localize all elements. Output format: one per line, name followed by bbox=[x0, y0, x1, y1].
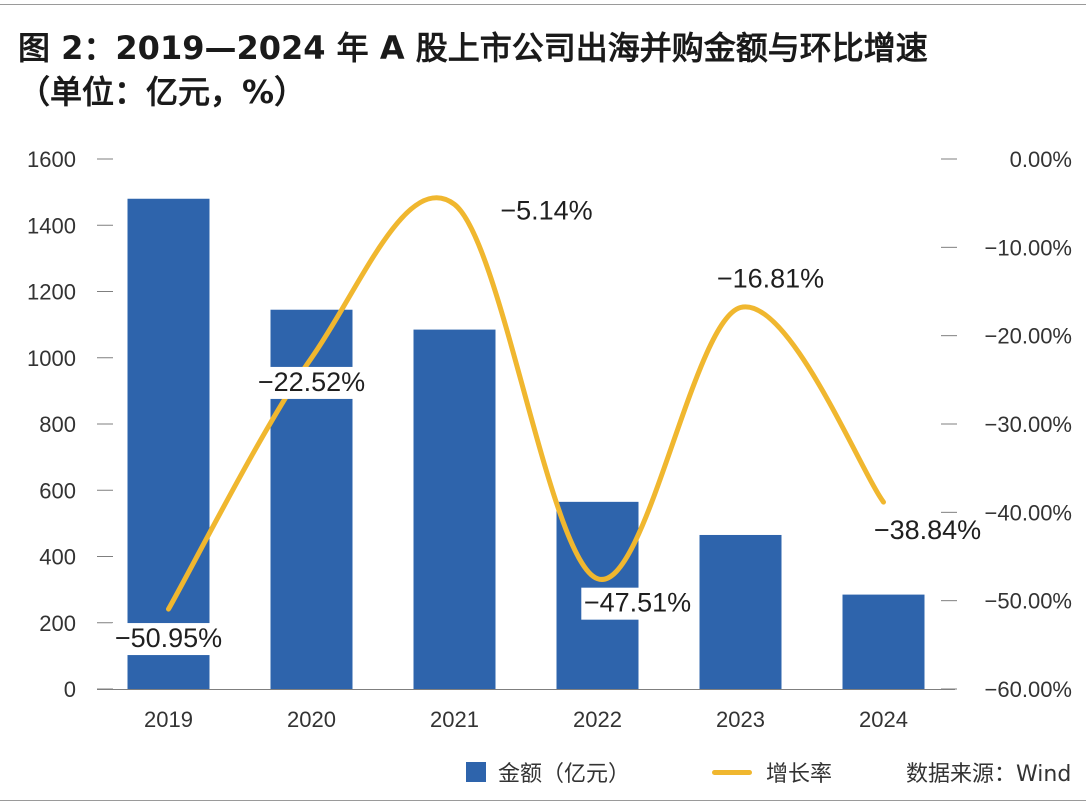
right-axis-tick-label: −50.00% bbox=[985, 589, 1072, 614]
growth-data-label: −22.52% bbox=[258, 367, 365, 397]
left-axis-tick-label: 200 bbox=[39, 611, 76, 636]
top-rule bbox=[0, 4, 1086, 5]
right-axis-tick-label: −10.00% bbox=[985, 235, 1072, 260]
growth-data-label: −47.51% bbox=[584, 588, 691, 618]
bar-2023 bbox=[699, 534, 782, 689]
right-axis-tick-label: −60.00% bbox=[985, 677, 1072, 702]
x-axis-tick-label: 2024 bbox=[859, 707, 908, 732]
legend-bar-item: 金额（亿元） bbox=[466, 754, 630, 790]
x-axis-tick-label: 2021 bbox=[430, 707, 479, 732]
left-axis-tick-label: 400 bbox=[39, 545, 76, 570]
left-axis-tick-label: 1400 bbox=[27, 213, 76, 238]
data-source-text: 数据来源：Wind bbox=[906, 762, 1072, 787]
legend-line-label: 增长率 bbox=[766, 762, 833, 787]
x-axis-tick-label: 2019 bbox=[144, 707, 193, 732]
data-label-background bbox=[581, 587, 694, 620]
growth-data-label: −50.95% bbox=[115, 623, 222, 653]
bar-2019 bbox=[127, 198, 210, 689]
left-axis-tick-label: 600 bbox=[39, 478, 76, 503]
left-axis-tick-label: 0 bbox=[64, 677, 76, 702]
x-axis-tick-label: 2020 bbox=[287, 707, 336, 732]
title-line-2: （单位：亿元，%） bbox=[18, 73, 307, 111]
legend-bar-swatch bbox=[466, 762, 486, 782]
left-axis-tick-label: 1000 bbox=[27, 346, 76, 371]
data-label-background bbox=[112, 623, 225, 656]
right-axis-tick-label: −30.00% bbox=[985, 412, 1072, 437]
x-axis-tick-label: 2022 bbox=[573, 707, 622, 732]
left-axis-tick-label: 1600 bbox=[27, 147, 76, 172]
legend-line-swatch bbox=[712, 769, 752, 775]
data-source: 数据来源：Wind bbox=[906, 754, 1071, 790]
legend-bar-label: 金额（亿元） bbox=[498, 762, 631, 787]
x-axis-tick-label: 2023 bbox=[716, 707, 765, 732]
right-axis-tick-label: 0.00% bbox=[1010, 147, 1072, 172]
data-label-background bbox=[255, 366, 368, 399]
bar-2021 bbox=[413, 329, 496, 689]
growth-data-label: −5.14% bbox=[500, 195, 592, 225]
right-axis-tick-label: −40.00% bbox=[985, 500, 1072, 525]
right-axis-tick-label: −20.00% bbox=[985, 324, 1072, 349]
bar-2024 bbox=[842, 594, 925, 689]
bottom-rule bbox=[0, 800, 1086, 801]
growth-data-label: −16.81% bbox=[717, 263, 824, 293]
growth-data-label: −38.84% bbox=[874, 515, 981, 545]
legend-line-item: 增长率 bbox=[712, 754, 832, 790]
chart-title: 图 2：2019—2024 年 A 股上市公司出海并购金额与环比增速 （单位：亿… bbox=[18, 26, 1068, 114]
title-line-1: 图 2：2019—2024 年 A 股上市公司出海并购金额与环比增速 bbox=[18, 29, 928, 67]
left-axis-tick-label: 800 bbox=[39, 412, 76, 437]
left-axis-tick-label: 1200 bbox=[27, 280, 76, 305]
